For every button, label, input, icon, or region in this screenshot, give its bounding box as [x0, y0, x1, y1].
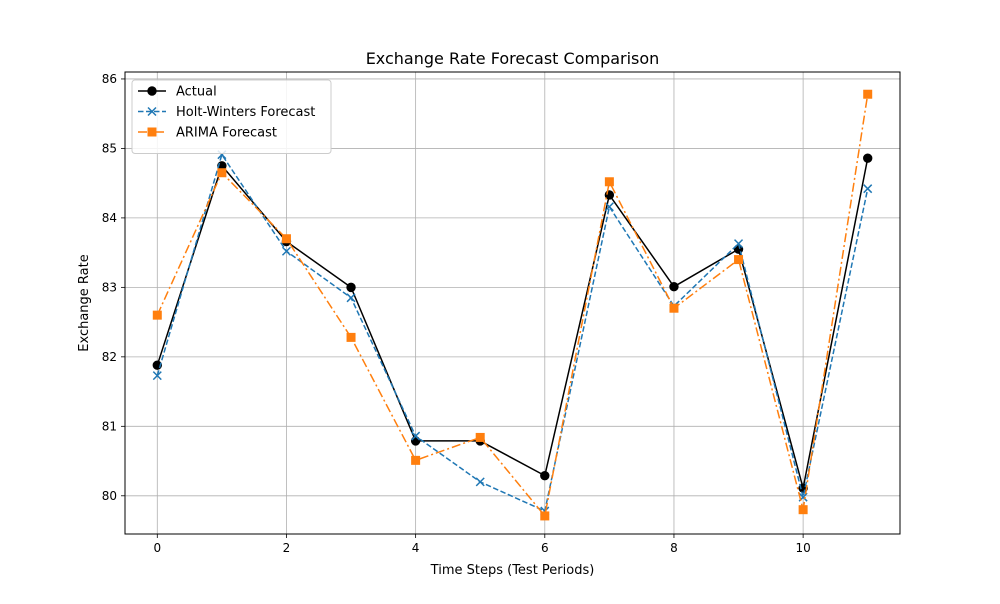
data-point [604, 177, 614, 187]
data-point [411, 455, 421, 465]
data-point [604, 202, 614, 212]
legend-item: Actual [138, 85, 217, 100]
x-tick-label: 10 [795, 541, 810, 555]
plot-frame [124, 71, 901, 535]
legend-label: Holt-Winters Forecast [176, 105, 315, 120]
data-point [475, 432, 485, 442]
series-line [156, 94, 869, 517]
series-layer [152, 89, 873, 521]
data-point [669, 303, 679, 313]
data-point [540, 511, 550, 521]
y-tick-label: 84 [102, 211, 117, 225]
y-tick-label: 81 [102, 419, 117, 433]
x-tick-label: 4 [412, 541, 420, 555]
series-line [156, 153, 869, 512]
data-point [863, 153, 873, 163]
legend-item: Holt-Winters Forecast [138, 105, 315, 120]
y-tick-label: 86 [102, 72, 117, 86]
y-axis-label: Exchange Rate [77, 254, 92, 351]
axis-ticks: 0 2 4 6 8 10 80 81 82 83 84 85 86 [102, 72, 811, 555]
y-tick-label: 83 [102, 280, 117, 294]
data-point [152, 371, 162, 381]
data-point [798, 505, 808, 515]
x-tick-label: 2 [283, 541, 291, 555]
legend-label: Actual [176, 85, 217, 100]
y-tick-label: 85 [102, 141, 117, 155]
series-line [156, 158, 869, 489]
data-point [281, 246, 291, 256]
legend-marker [147, 127, 157, 137]
data-point [863, 89, 873, 99]
legend-item: ARIMA Forecast [138, 126, 277, 141]
data-point [669, 281, 679, 292]
legend-marker [147, 86, 157, 96]
series-arima-forecast [152, 89, 873, 521]
legend-label: ARIMA Forecast [176, 126, 277, 141]
legend: Actual Holt-Winters Forecast ARIMA Forecas… [131, 79, 332, 154]
data-point [217, 168, 227, 178]
data-point [152, 310, 162, 320]
series-holt-winters-forecast [152, 150, 873, 516]
data-point [411, 431, 421, 441]
data-point [346, 332, 356, 342]
x-tick-label: 6 [541, 541, 549, 555]
legend-marker [147, 106, 157, 117]
y-tick-label: 80 [102, 489, 117, 503]
data-point [734, 239, 744, 249]
chart-title: Exchange Rate Forecast Comparison [366, 49, 660, 68]
data-point [346, 293, 356, 303]
x-axis-label: Time Steps (Test Periods) [430, 563, 595, 578]
data-point [475, 477, 485, 487]
data-point [281, 234, 291, 244]
data-point [346, 282, 356, 293]
data-point [734, 255, 744, 265]
x-tick-label: 0 [153, 541, 161, 555]
data-point [540, 470, 550, 481]
data-point [863, 184, 873, 194]
x-tick-label: 8 [670, 541, 678, 555]
y-tick-label: 82 [102, 350, 117, 364]
legend-box [131, 79, 332, 154]
